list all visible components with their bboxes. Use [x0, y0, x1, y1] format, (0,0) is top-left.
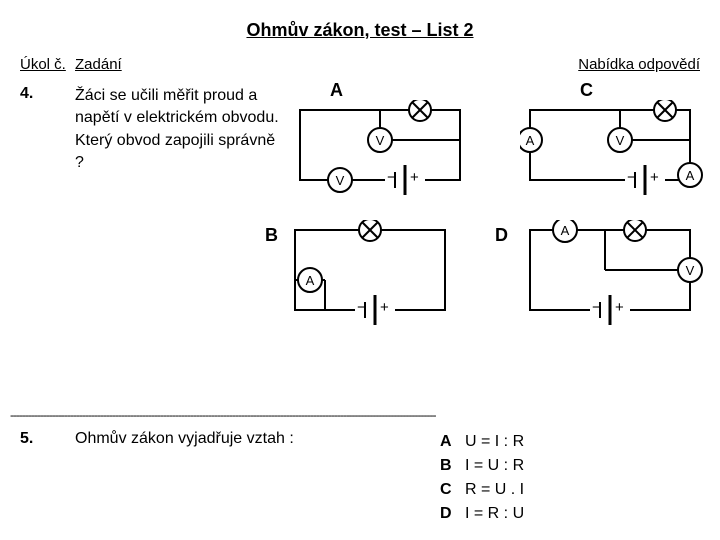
circuit-a: V V − + [290, 100, 490, 200]
answer-b: BI = U : R [440, 454, 524, 478]
task-5-answers: AU = I : R BI = U : R CR = U . I DI = R … [440, 430, 524, 526]
svg-text:A: A [561, 223, 570, 238]
circuit-b: A − + [280, 220, 470, 330]
answer-d: DI = R : U [440, 502, 524, 526]
header-task: Úkol č. [20, 56, 75, 73]
svg-text:A: A [526, 133, 535, 148]
circuit-c: A V A − + [520, 100, 720, 200]
task-4-text: Žáci se učili měřit proud a napětí v ele… [75, 85, 285, 175]
svg-text:+: + [615, 299, 624, 316]
svg-text:+: + [410, 169, 419, 186]
svg-text:A: A [686, 168, 695, 183]
task-5-row: 5. Ohmův zákon vyjadřuje vztah : [20, 430, 700, 448]
svg-text:A: A [306, 273, 315, 288]
svg-text:V: V [376, 133, 385, 148]
page-title: Ohmův zákon, test – List 2 [0, 0, 720, 41]
svg-text:−: − [592, 299, 601, 316]
circuits-area: A V V − + C [290, 80, 710, 360]
svg-text:+: + [650, 169, 659, 186]
task-4-number: 4. [20, 85, 75, 175]
circuit-a-label: A [330, 80, 343, 101]
svg-text:−: − [627, 169, 636, 186]
answer-c: CR = U . I [440, 478, 524, 502]
svg-text:V: V [686, 263, 695, 278]
table-header: Úkol č. Zadání Nabídka odpovědí [0, 56, 720, 73]
circuit-b-label: B [265, 225, 278, 246]
circuit-c-label: C [580, 80, 593, 101]
svg-text:−: − [387, 169, 396, 186]
svg-text:+: + [380, 299, 389, 316]
circuit-d-label: D [495, 225, 508, 246]
divider: ----------------------------------------… [10, 408, 710, 422]
svg-text:−: − [357, 299, 366, 316]
header-answers: Nabídka odpovědí [578, 56, 700, 73]
svg-text:V: V [336, 173, 345, 188]
task-5-number: 5. [20, 430, 75, 448]
header-assign: Zadání [75, 56, 578, 73]
svg-text:V: V [616, 133, 625, 148]
answer-a: AU = I : R [440, 430, 524, 454]
circuit-d: A V − + [515, 220, 715, 330]
task-5-text: Ohmův zákon vyjadřuje vztah : [75, 430, 700, 448]
